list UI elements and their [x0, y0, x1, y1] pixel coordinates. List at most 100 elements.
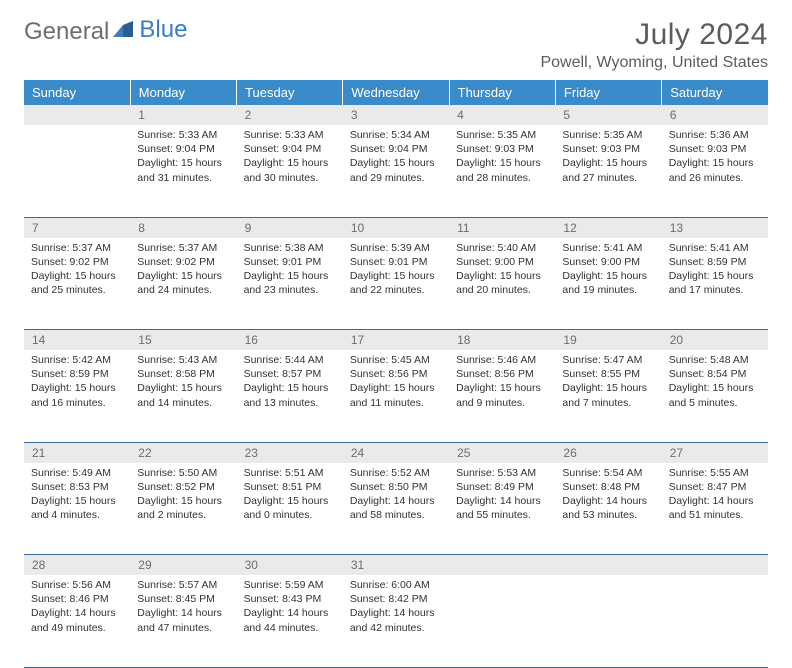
sunset-text: Sunset: 9:04 PM: [137, 142, 229, 156]
day-cell: Sunrise: 5:36 AMSunset: 9:03 PMDaylight:…: [662, 125, 768, 217]
day-number: 18: [449, 330, 555, 351]
day-number: [449, 555, 555, 576]
day-number: 11: [449, 217, 555, 238]
day-number: 15: [130, 330, 236, 351]
sunset-text: Sunset: 9:02 PM: [31, 255, 123, 269]
daylight-text: Daylight: 14 hours and 47 minutes.: [137, 606, 229, 634]
day-cell: Sunrise: 5:34 AMSunset: 9:04 PMDaylight:…: [343, 125, 449, 217]
day-number: 2: [237, 105, 343, 125]
page-title: July 2024: [540, 18, 768, 52]
day-number: 8: [130, 217, 236, 238]
week-row: Sunrise: 5:49 AMSunset: 8:53 PMDaylight:…: [24, 463, 768, 555]
day-number: 30: [237, 555, 343, 576]
daylight-text: Daylight: 15 hours and 26 minutes.: [669, 156, 761, 184]
sunset-text: Sunset: 9:03 PM: [669, 142, 761, 156]
week-row: Sunrise: 5:42 AMSunset: 8:59 PMDaylight:…: [24, 350, 768, 442]
day-cell: Sunrise: 5:52 AMSunset: 8:50 PMDaylight:…: [343, 463, 449, 555]
day-number: 6: [662, 105, 768, 125]
sunrise-text: Sunrise: 5:36 AM: [669, 128, 761, 142]
sunset-text: Sunset: 8:59 PM: [669, 255, 761, 269]
day-cell: Sunrise: 5:39 AMSunset: 9:01 PMDaylight:…: [343, 238, 449, 330]
sunrise-text: Sunrise: 5:33 AM: [137, 128, 229, 142]
day-number: 23: [237, 442, 343, 463]
daylight-text: Daylight: 15 hours and 23 minutes.: [244, 269, 336, 297]
sunrise-text: Sunrise: 5:53 AM: [456, 466, 548, 480]
daylight-text: Daylight: 15 hours and 13 minutes.: [244, 381, 336, 409]
sunset-text: Sunset: 8:54 PM: [669, 367, 761, 381]
sunrise-text: Sunrise: 5:54 AM: [562, 466, 654, 480]
day-cell: [449, 575, 555, 667]
daylight-text: Daylight: 15 hours and 16 minutes.: [31, 381, 123, 409]
sunrise-text: Sunrise: 5:41 AM: [669, 241, 761, 255]
daylight-text: Daylight: 15 hours and 27 minutes.: [562, 156, 654, 184]
daynum-row: 28293031: [24, 555, 768, 576]
day-cell: [662, 575, 768, 667]
sunset-text: Sunset: 9:00 PM: [456, 255, 548, 269]
daylight-text: Daylight: 15 hours and 20 minutes.: [456, 269, 548, 297]
sunrise-text: Sunrise: 6:00 AM: [350, 578, 442, 592]
day-cell: Sunrise: 6:00 AMSunset: 8:42 PMDaylight:…: [343, 575, 449, 667]
day-cell: Sunrise: 5:47 AMSunset: 8:55 PMDaylight:…: [555, 350, 661, 442]
daylight-text: Daylight: 15 hours and 2 minutes.: [137, 494, 229, 522]
sunrise-text: Sunrise: 5:51 AM: [244, 466, 336, 480]
sunrise-text: Sunrise: 5:57 AM: [137, 578, 229, 592]
sunset-text: Sunset: 9:04 PM: [244, 142, 336, 156]
day-number: 22: [130, 442, 236, 463]
sunset-text: Sunset: 9:02 PM: [137, 255, 229, 269]
day-cell: [555, 575, 661, 667]
sunrise-text: Sunrise: 5:49 AM: [31, 466, 123, 480]
day-cell: Sunrise: 5:41 AMSunset: 8:59 PMDaylight:…: [662, 238, 768, 330]
day-number: 21: [24, 442, 130, 463]
day-number: 27: [662, 442, 768, 463]
sunrise-text: Sunrise: 5:46 AM: [456, 353, 548, 367]
daylight-text: Daylight: 15 hours and 9 minutes.: [456, 381, 548, 409]
daylight-text: Daylight: 15 hours and 17 minutes.: [669, 269, 761, 297]
daylight-text: Daylight: 14 hours and 55 minutes.: [456, 494, 548, 522]
day-header-row: SundayMondayTuesdayWednesdayThursdayFrid…: [24, 80, 768, 105]
sunset-text: Sunset: 8:55 PM: [562, 367, 654, 381]
sunset-text: Sunset: 9:03 PM: [456, 142, 548, 156]
day-cell: [24, 125, 130, 217]
day-number: 28: [24, 555, 130, 576]
sunrise-text: Sunrise: 5:35 AM: [456, 128, 548, 142]
daynum-row: 78910111213: [24, 217, 768, 238]
day-number: 13: [662, 217, 768, 238]
sunset-text: Sunset: 8:43 PM: [244, 592, 336, 606]
day-cell: Sunrise: 5:43 AMSunset: 8:58 PMDaylight:…: [130, 350, 236, 442]
sunset-text: Sunset: 8:47 PM: [669, 480, 761, 494]
sunrise-text: Sunrise: 5:44 AM: [244, 353, 336, 367]
sunset-text: Sunset: 9:00 PM: [562, 255, 654, 269]
sunset-text: Sunset: 8:56 PM: [350, 367, 442, 381]
day-cell: Sunrise: 5:55 AMSunset: 8:47 PMDaylight:…: [662, 463, 768, 555]
title-block: July 2024 Powell, Wyoming, United States: [540, 18, 768, 72]
day-cell: Sunrise: 5:59 AMSunset: 8:43 PMDaylight:…: [237, 575, 343, 667]
daylight-text: Daylight: 15 hours and 22 minutes.: [350, 269, 442, 297]
sunrise-text: Sunrise: 5:38 AM: [244, 241, 336, 255]
week-row: Sunrise: 5:37 AMSunset: 9:02 PMDaylight:…: [24, 238, 768, 330]
day-number: [555, 555, 661, 576]
day-number: [24, 105, 130, 125]
logo: General Blue: [24, 18, 187, 46]
day-header: Monday: [130, 80, 236, 105]
day-number: 20: [662, 330, 768, 351]
sunset-text: Sunset: 8:58 PM: [137, 367, 229, 381]
day-cell: Sunrise: 5:54 AMSunset: 8:48 PMDaylight:…: [555, 463, 661, 555]
sunset-text: Sunset: 8:50 PM: [350, 480, 442, 494]
day-number: 19: [555, 330, 661, 351]
day-number: [662, 555, 768, 576]
day-number: 25: [449, 442, 555, 463]
day-number: 4: [449, 105, 555, 125]
sunrise-text: Sunrise: 5:48 AM: [669, 353, 761, 367]
day-cell: Sunrise: 5:40 AMSunset: 9:00 PMDaylight:…: [449, 238, 555, 330]
sunset-text: Sunset: 9:01 PM: [244, 255, 336, 269]
day-cell: Sunrise: 5:37 AMSunset: 9:02 PMDaylight:…: [24, 238, 130, 330]
daylight-text: Daylight: 14 hours and 42 minutes.: [350, 606, 442, 634]
sunrise-text: Sunrise: 5:50 AM: [137, 466, 229, 480]
daylight-text: Daylight: 15 hours and 11 minutes.: [350, 381, 442, 409]
day-cell: Sunrise: 5:50 AMSunset: 8:52 PMDaylight:…: [130, 463, 236, 555]
day-cell: Sunrise: 5:35 AMSunset: 9:03 PMDaylight:…: [555, 125, 661, 217]
day-cell: Sunrise: 5:33 AMSunset: 9:04 PMDaylight:…: [237, 125, 343, 217]
sunrise-text: Sunrise: 5:43 AM: [137, 353, 229, 367]
week-row: Sunrise: 5:56 AMSunset: 8:46 PMDaylight:…: [24, 575, 768, 667]
daylight-text: Daylight: 15 hours and 7 minutes.: [562, 381, 654, 409]
